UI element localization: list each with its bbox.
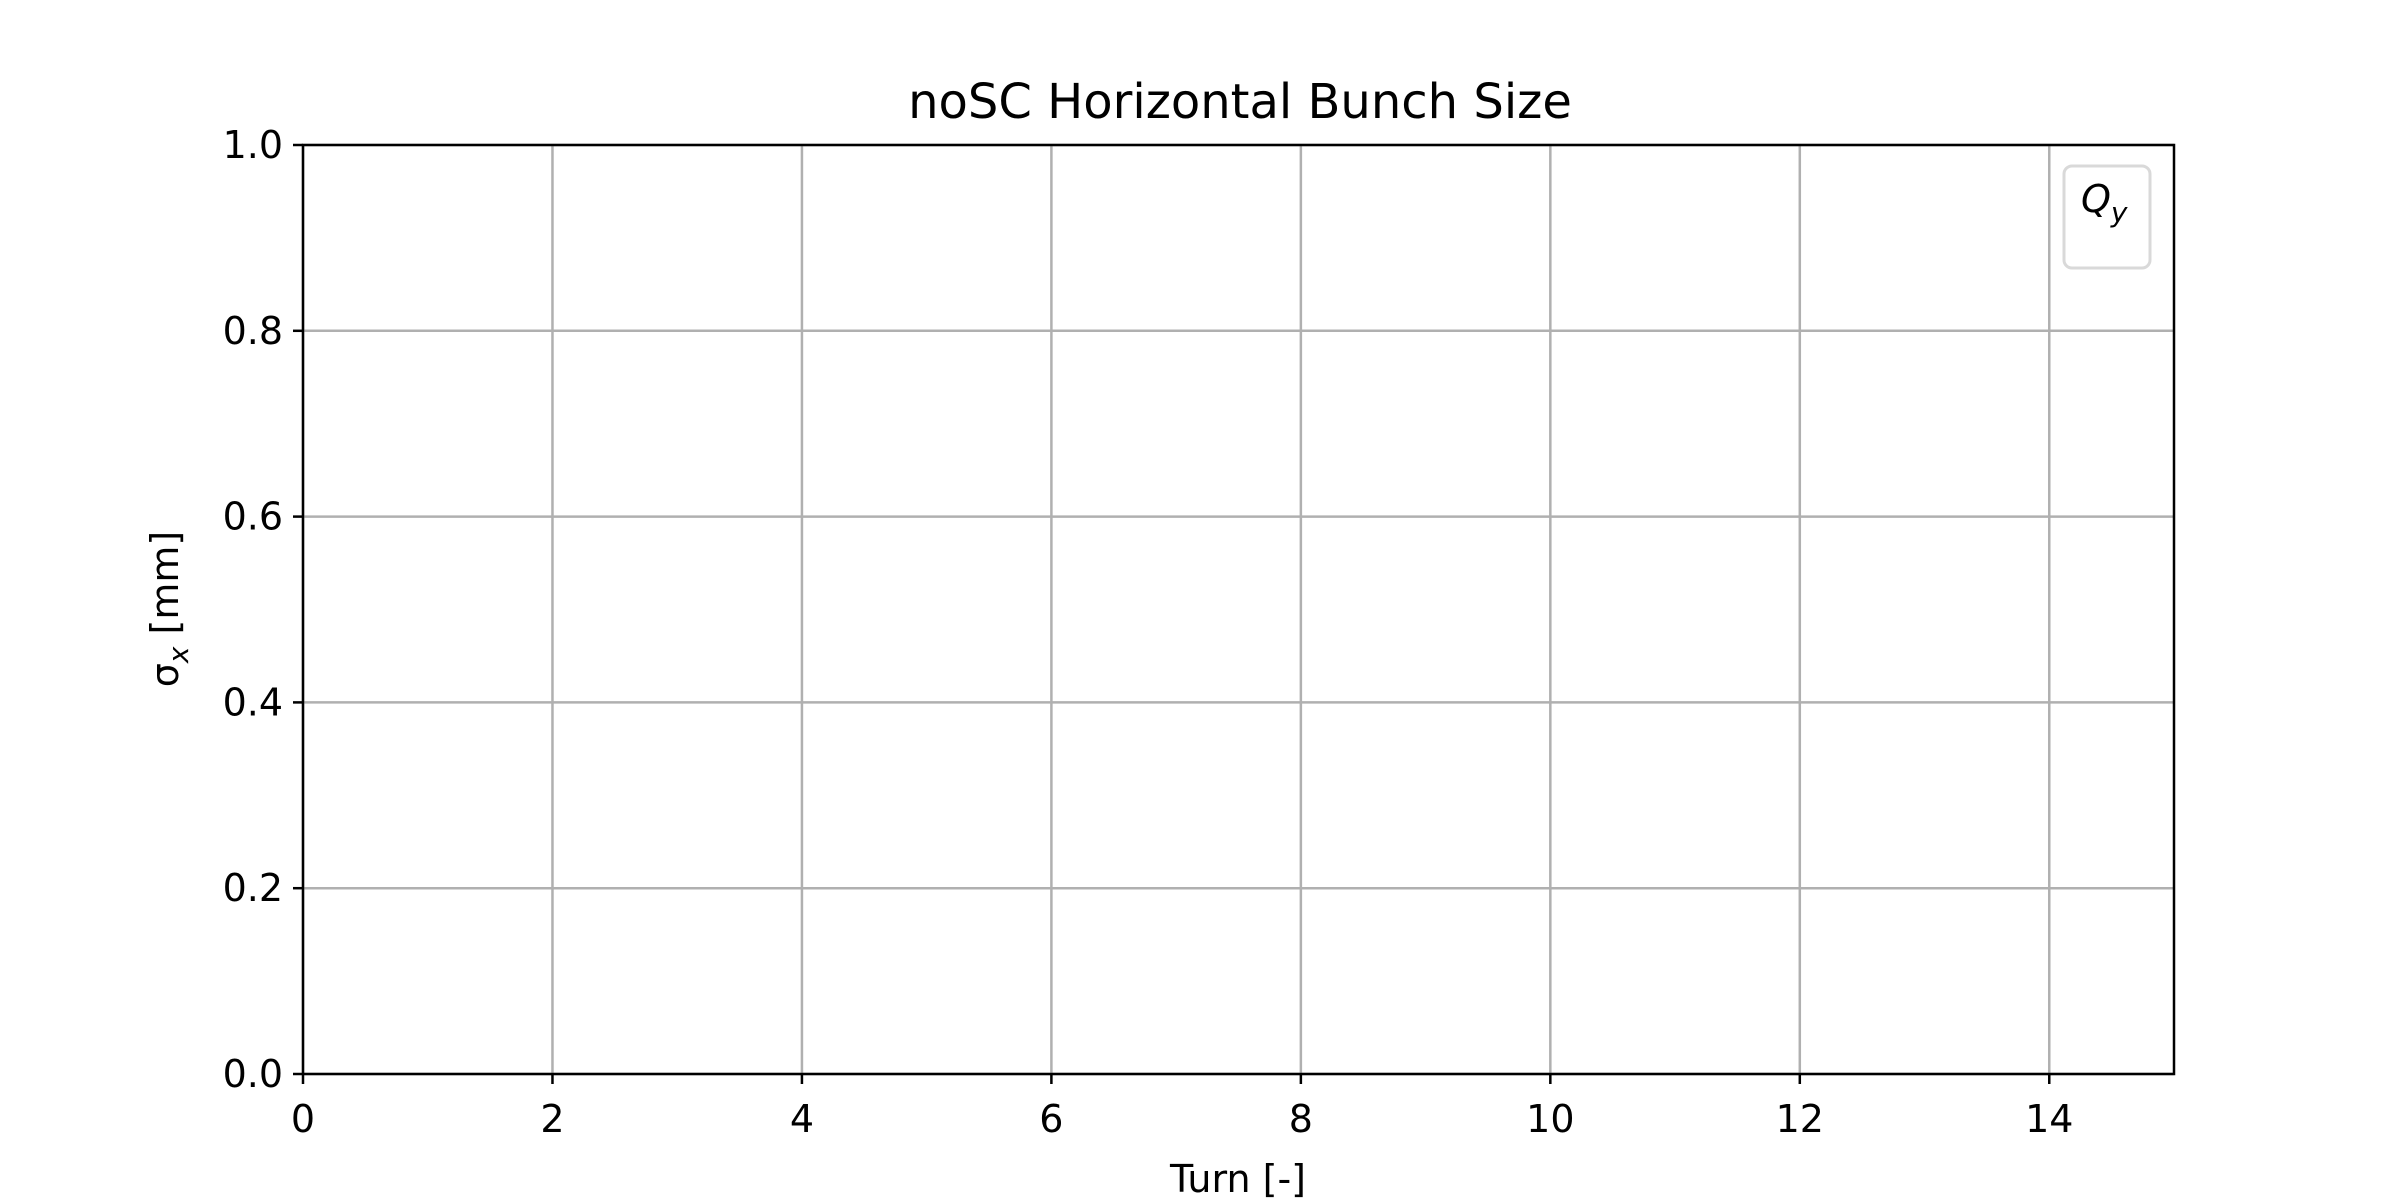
y-tick-label: 1.0 [223, 123, 283, 167]
chart-title: noSC Horizontal Bunch Size [908, 74, 1572, 130]
y-axis-label: σx [mm] [143, 531, 195, 687]
y-tick-label: 0.2 [223, 866, 283, 910]
x-tick-label: 14 [2025, 1097, 2073, 1141]
axis-ticks: 0 2 4 6 8 10 12 14 0.0 0.2 0.4 0.6 0.8 1.0 [223, 123, 2074, 1141]
plot-area [301, 143, 2176, 1076]
y-axis-label-subscript: x [162, 646, 195, 664]
x-axis-label: Turn [-] [1169, 1157, 1306, 1200]
legend-box [2062, 164, 2152, 270]
x-tick-label: 4 [790, 1097, 814, 1141]
y-tick-label: 0.4 [223, 680, 283, 724]
y-tick-label: 0.6 [223, 495, 283, 539]
x-tick-label: 2 [540, 1097, 564, 1141]
x-tick-label: 6 [1039, 1097, 1063, 1141]
y-axis-label-symbol: σ [143, 663, 187, 687]
y-axis-label-unit: [mm] [143, 531, 187, 647]
x-tick-label: 12 [1776, 1097, 1824, 1141]
x-tick-label: 10 [1526, 1097, 1574, 1141]
legend-entry-symbol: Q [2081, 177, 2111, 221]
legend-entry-qy: Qy [2081, 177, 2128, 229]
x-tick-label: 0 [291, 1097, 315, 1141]
y-tick-label: 0.8 [223, 309, 283, 353]
legend-entry-subscript: y [2110, 196, 2128, 229]
x-tick-label: 8 [1289, 1097, 1313, 1141]
legend: Qy [2062, 164, 2152, 270]
y-tick-label: 0.0 [223, 1052, 283, 1096]
